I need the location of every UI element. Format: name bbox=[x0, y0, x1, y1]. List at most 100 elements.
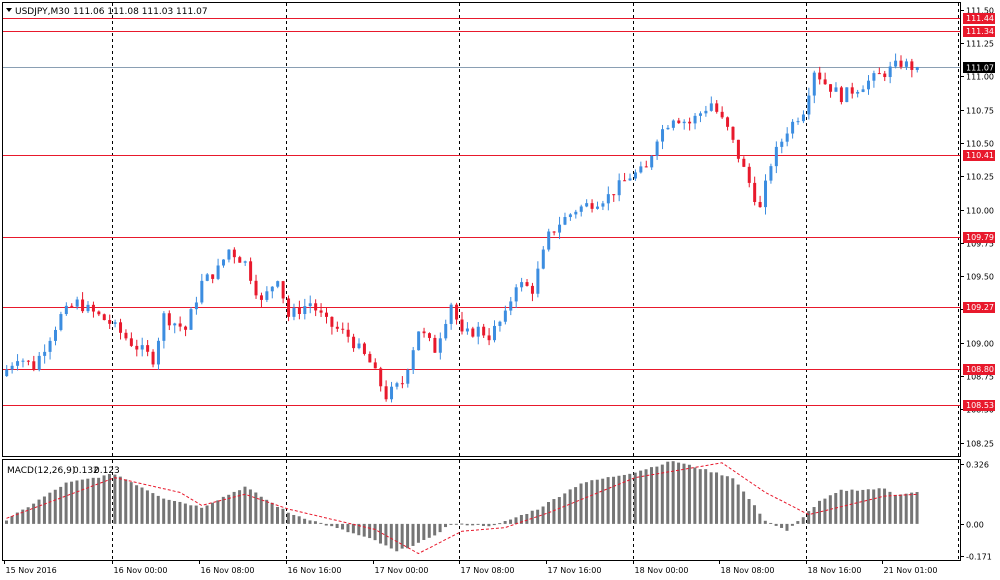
candle bbox=[254, 274, 258, 299]
macd-histogram-bar bbox=[129, 482, 133, 524]
macd-histogram-bar bbox=[536, 509, 540, 524]
candle bbox=[568, 213, 572, 221]
candle-body bbox=[173, 323, 177, 326]
macd-histogram-bar bbox=[162, 498, 166, 524]
candle-body bbox=[43, 351, 47, 356]
candle bbox=[124, 329, 128, 341]
candle bbox=[26, 360, 30, 366]
candle bbox=[135, 339, 139, 357]
level-price-tag: 108.80 bbox=[963, 364, 995, 375]
candle bbox=[552, 231, 556, 236]
macd-histogram-bar bbox=[189, 505, 193, 524]
candle bbox=[390, 381, 394, 403]
candle-body bbox=[590, 203, 594, 209]
candle-body bbox=[281, 281, 285, 299]
macd-histogram-bar bbox=[888, 491, 892, 524]
macd-histogram-bar bbox=[400, 523, 404, 549]
candle-body bbox=[801, 114, 805, 122]
candle bbox=[5, 365, 9, 377]
candle bbox=[579, 204, 583, 217]
macd-histogram-bar bbox=[644, 469, 648, 524]
level-price-tag-bg bbox=[963, 150, 995, 161]
candle bbox=[661, 124, 665, 150]
candle bbox=[108, 314, 112, 329]
candle-body bbox=[444, 323, 448, 339]
candle-body bbox=[666, 127, 670, 130]
candle bbox=[140, 337, 144, 357]
macd-histogram-bar bbox=[107, 474, 111, 524]
candle-body bbox=[297, 307, 301, 314]
price-tick-label: 111.25 bbox=[966, 40, 994, 49]
macd-histogram-bar bbox=[124, 479, 128, 524]
candle bbox=[780, 138, 784, 154]
macd-histogram-bar bbox=[893, 494, 897, 524]
macd-histogram-bar bbox=[113, 474, 117, 524]
macd-histogram-bar bbox=[682, 463, 686, 524]
candle-body bbox=[568, 214, 572, 218]
candle-body bbox=[536, 268, 540, 294]
candle-body bbox=[86, 304, 90, 312]
candle bbox=[227, 249, 231, 263]
macd-histogram-bar bbox=[319, 522, 323, 524]
candle-body bbox=[498, 321, 502, 326]
candle-body bbox=[460, 319, 464, 332]
macd-histogram-bar bbox=[378, 523, 382, 544]
macd-histogram-bar bbox=[259, 496, 263, 524]
candle-body bbox=[829, 84, 833, 92]
candle-body bbox=[834, 87, 838, 92]
macd-histogram-bar bbox=[687, 464, 691, 524]
candle-body bbox=[455, 304, 459, 320]
candle bbox=[189, 307, 193, 330]
candle-body bbox=[395, 383, 399, 387]
candle-body bbox=[368, 353, 372, 363]
macd-axis: 0.326 0.00 -0.171 bbox=[960, 461, 992, 562]
candle bbox=[81, 292, 85, 314]
candle-body bbox=[265, 291, 269, 300]
candle-body bbox=[698, 113, 702, 116]
macd-histogram-bar bbox=[698, 469, 702, 524]
chart-menu-triangle-icon[interactable] bbox=[6, 8, 12, 12]
candle-body bbox=[70, 305, 74, 307]
candle-body bbox=[823, 79, 827, 85]
candle-body bbox=[373, 362, 377, 369]
time-tick-label: 16 Nov 08:00 bbox=[201, 566, 255, 575]
macd-histogram-bar bbox=[167, 499, 171, 524]
macd-histogram-bar bbox=[563, 493, 567, 524]
macd-histogram-bar bbox=[357, 523, 361, 536]
macd-histogram-bar bbox=[265, 499, 269, 524]
candle-body bbox=[341, 328, 345, 330]
candle-body bbox=[379, 368, 383, 387]
macd-value-signal: 0.123 bbox=[94, 466, 120, 476]
candle-body bbox=[156, 340, 160, 365]
time-tick-label: 17 Nov 00:00 bbox=[375, 566, 429, 575]
candle bbox=[726, 116, 730, 131]
macd-histogram-bar bbox=[525, 513, 529, 524]
candle-body bbox=[574, 211, 578, 215]
candle-body bbox=[850, 87, 854, 94]
candle bbox=[86, 301, 90, 314]
macd-histogram-bar bbox=[785, 523, 789, 531]
candle-body bbox=[276, 281, 280, 287]
macd-histogram-bar bbox=[487, 523, 491, 527]
price-tick-label: 110.50 bbox=[966, 140, 994, 149]
candle bbox=[156, 337, 160, 370]
macd-histogram-bar bbox=[346, 523, 350, 533]
candle bbox=[395, 381, 399, 390]
candle-body bbox=[915, 66, 919, 70]
candle-body bbox=[780, 141, 784, 147]
candle bbox=[509, 296, 513, 316]
candle bbox=[628, 173, 632, 181]
macd-histogram-bar bbox=[910, 492, 914, 524]
candle-body bbox=[715, 103, 719, 112]
macd-histogram-bar bbox=[389, 523, 393, 549]
macd-histogram-bar bbox=[15, 512, 19, 524]
candle bbox=[704, 105, 708, 117]
time-tick-label: 16 Nov 00:00 bbox=[114, 566, 168, 575]
time-tick-label: 18 Nov 16:00 bbox=[808, 566, 862, 575]
macd-histogram-bar bbox=[313, 521, 317, 524]
candle-body bbox=[390, 386, 394, 400]
candle-body bbox=[287, 298, 291, 317]
macd-histogram-bar bbox=[606, 477, 610, 524]
candle bbox=[200, 273, 204, 305]
